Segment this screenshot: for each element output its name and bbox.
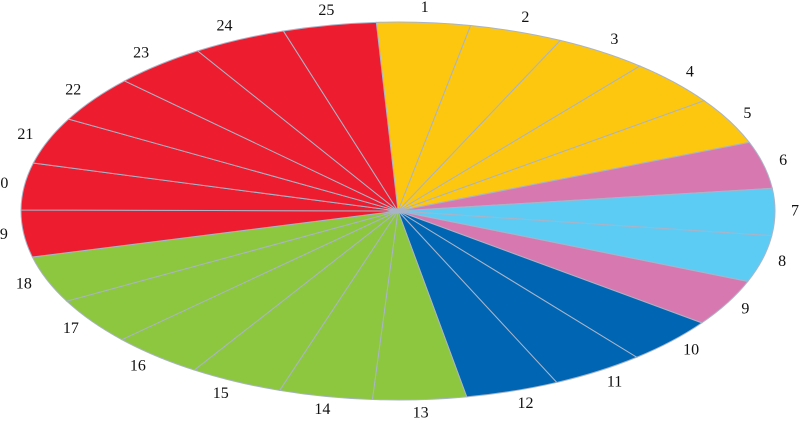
slice-label: 8 — [778, 253, 786, 270]
slice-label: 23 — [133, 45, 149, 62]
slice-label: 21 — [17, 126, 33, 143]
slice-label: 2 — [521, 9, 529, 26]
slice-label: 9 — [741, 300, 749, 317]
slice-label: 19 — [0, 226, 8, 243]
slice-label: 5 — [743, 105, 751, 122]
slice-label: 12 — [517, 395, 533, 412]
slice-label: 7 — [791, 203, 799, 220]
slice-label: 22 — [65, 81, 81, 98]
slice-label: 1 — [421, 0, 429, 16]
slice-label: 4 — [686, 63, 694, 80]
slice-label: 3 — [610, 31, 618, 48]
slice-label: 15 — [213, 385, 229, 402]
slice-label: 10 — [683, 341, 699, 358]
slice-label: 17 — [63, 320, 79, 337]
slice-label: 6 — [779, 152, 787, 169]
slice-label: 16 — [130, 357, 146, 374]
slice-label: 24 — [217, 18, 233, 35]
slice-label: 13 — [413, 404, 429, 421]
slice-label: 11 — [607, 374, 622, 391]
slice-label: 18 — [16, 275, 32, 292]
pie-slice — [282, 21, 399, 212]
slice-label: 14 — [314, 401, 330, 418]
slice-label: 20 — [0, 175, 8, 192]
slice-label: 25 — [318, 2, 334, 19]
